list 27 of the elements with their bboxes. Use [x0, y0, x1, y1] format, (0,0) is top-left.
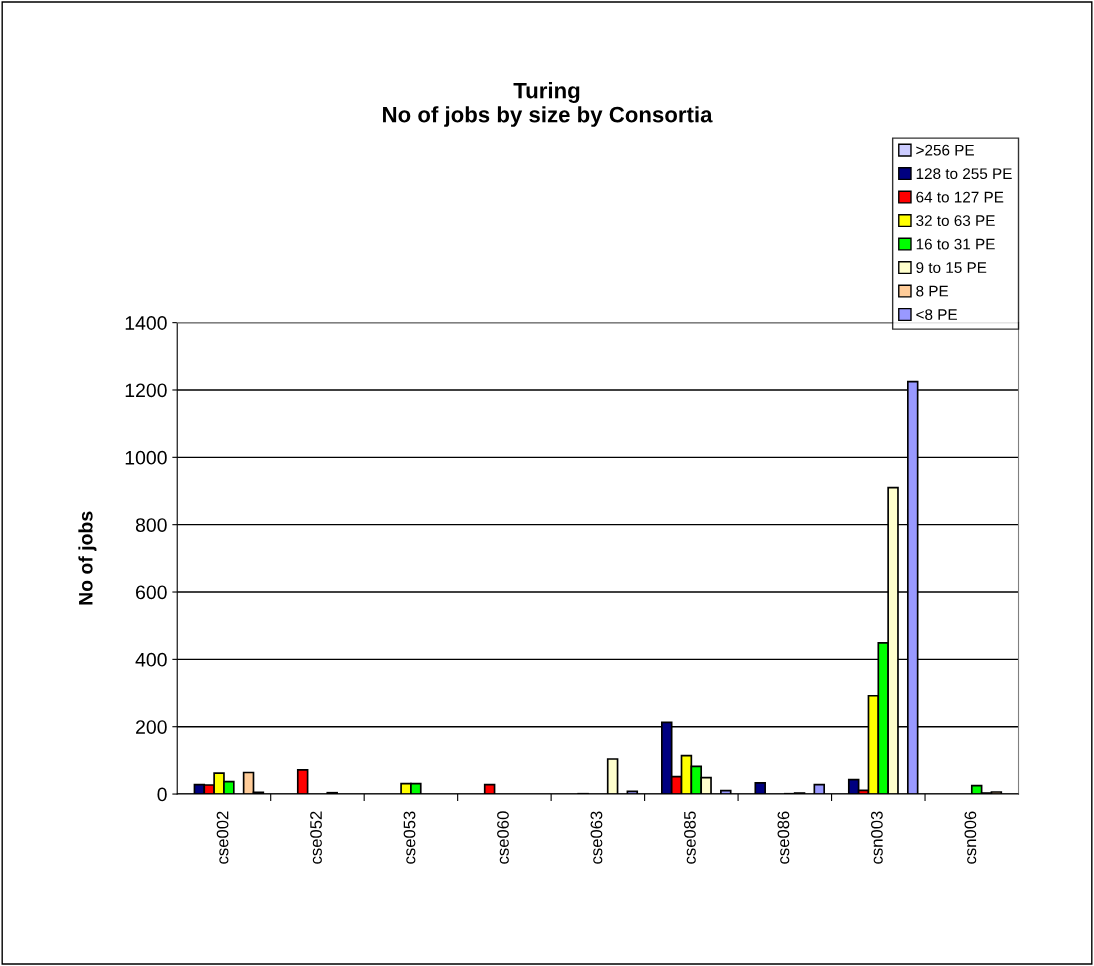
y-tick-label: 800	[135, 518, 167, 532]
x-tick-label: cse053	[403, 811, 416, 864]
y-tick-label: 1000	[125, 450, 167, 465]
x-tick-label: cse002	[216, 811, 229, 864]
x-tick-label: cse063	[590, 811, 603, 864]
y-tick-label: 1400	[125, 316, 167, 330]
y-tick-label: 400	[135, 652, 167, 667]
x-tick-label: csn003	[870, 811, 883, 864]
legend-label: 128 to 255 PE	[916, 168, 1012, 180]
legend-label: 32 to 63 PE	[916, 215, 995, 227]
legend-label: 16 to 31 PE	[916, 238, 995, 250]
legend-label: <8 PE	[916, 309, 957, 320]
x-tick-label: cse052	[310, 811, 322, 864]
x-tick-label: cse086	[777, 811, 790, 864]
legend-label: 8 PE	[916, 285, 949, 297]
chart-title: Turing No of jobs by size by Consortia	[383, 82, 713, 127]
y-tick-label: 200	[136, 720, 167, 734]
x-tick-label: cse085	[684, 811, 696, 864]
y-tick-label: 0	[157, 787, 167, 802]
y-tick-label: 1200	[125, 383, 167, 398]
y-tick-label: 600	[136, 585, 167, 600]
y-axis-title: No of jobs	[78, 511, 97, 605]
legend-label: 9 to 15 PE	[916, 262, 987, 273]
x-tick-label: csn006	[964, 811, 977, 864]
x-tick-label: cse060	[497, 811, 509, 864]
legend-label: 64 to 127 PE	[916, 191, 1004, 203]
legend-label: >256 PE	[916, 144, 974, 156]
